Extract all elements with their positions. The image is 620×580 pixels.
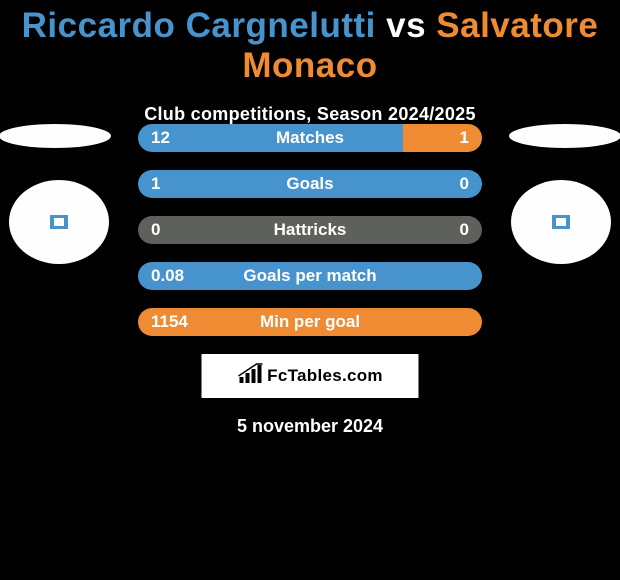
player1-avatar-placeholder	[9, 180, 109, 264]
player2-decor	[501, 124, 620, 264]
subtitle: Club competitions, Season 2024/2025	[0, 104, 620, 125]
ellipse-decor	[509, 124, 620, 148]
title-player1: Riccardo Cargnelutti	[22, 6, 376, 45]
page-title: Riccardo Cargnelutti vs Salvatore Monaco	[0, 0, 620, 86]
stat-bar-left-segment	[138, 216, 482, 244]
brand-text: FcTables.com	[267, 366, 383, 386]
player1-decor	[0, 124, 119, 264]
stat-value-right: 0	[460, 170, 469, 198]
bar-chart-icon	[237, 363, 263, 390]
shield-icon	[50, 215, 68, 229]
title-vs: vs	[376, 6, 436, 45]
stat-bar: 10Goals	[138, 170, 482, 198]
stat-bar: 00Hattricks	[138, 216, 482, 244]
ellipse-decor	[0, 124, 111, 148]
stat-value-right: 0	[460, 216, 469, 244]
shield-icon	[552, 215, 570, 229]
stat-bar-left-segment	[138, 170, 482, 198]
stat-bar: 0.08Goals per match	[138, 262, 482, 290]
stat-value-left: 0	[151, 216, 160, 244]
stat-bar-left-segment	[138, 308, 482, 336]
date-line: 5 november 2024	[0, 416, 620, 437]
comparison-card: Riccardo Cargnelutti vs Salvatore Monaco…	[0, 0, 620, 580]
stat-value-left: 0.08	[151, 262, 184, 290]
stat-bar: 121Matches	[138, 124, 482, 152]
stat-bars: 121Matches10Goals00Hattricks0.08Goals pe…	[138, 124, 482, 354]
stat-bar-left-segment	[138, 262, 482, 290]
stat-bar-left-segment	[138, 124, 403, 152]
stat-bar: 1154Min per goal	[138, 308, 482, 336]
stat-value-left: 12	[151, 124, 170, 152]
stat-value-left: 1154	[151, 308, 188, 336]
stat-value-left: 1	[151, 170, 160, 198]
brand-badge: FcTables.com	[202, 354, 419, 398]
stat-bar-right-segment	[403, 124, 482, 152]
player2-avatar-placeholder	[511, 180, 611, 264]
stat-value-right: 1	[460, 124, 469, 152]
